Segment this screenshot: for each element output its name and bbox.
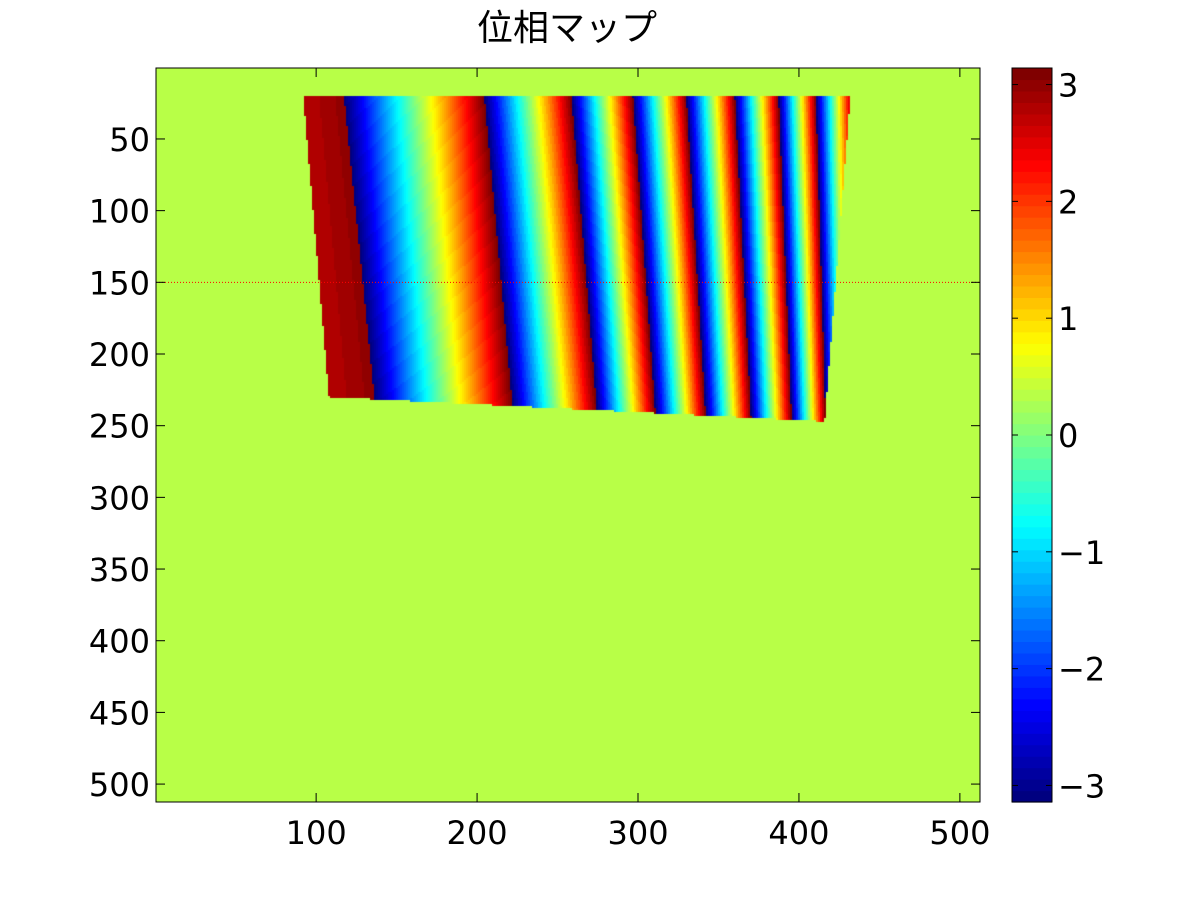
- y-tick-label: 350: [89, 551, 150, 589]
- colorbar-segment: [1012, 584, 1052, 597]
- colorbar-tick-label: 3: [1058, 67, 1078, 105]
- colorbar-segment: [1012, 595, 1052, 608]
- colorbar-segment: [1012, 354, 1052, 367]
- colorbar-segment: [1012, 561, 1052, 574]
- colorbar-segment: [1012, 790, 1052, 803]
- colorbar-segment: [1012, 171, 1052, 184]
- colorbar-segment: [1012, 687, 1052, 700]
- colorbar-segment: [1012, 68, 1052, 81]
- colorbar-segment: [1012, 515, 1052, 528]
- colorbar-segment: [1012, 779, 1052, 792]
- x-tick-label: 300: [607, 814, 668, 852]
- colorbar-segment: [1012, 744, 1052, 757]
- colorbar-segment: [1012, 492, 1052, 505]
- colorbar-segment: [1012, 572, 1052, 585]
- colorbar-segment: [1012, 767, 1052, 780]
- y-tick-label: 200: [89, 336, 150, 374]
- colorbar-segment: [1012, 457, 1052, 471]
- colorbar-segment: [1012, 526, 1052, 539]
- colorbar-segment: [1012, 423, 1052, 436]
- colorbar-segment: [1012, 262, 1052, 276]
- colorbar-segment: [1012, 641, 1052, 654]
- colorbar-segment: [1012, 710, 1052, 723]
- y-tick-label: 150: [89, 264, 150, 302]
- colorbar-segment: [1012, 320, 1052, 333]
- y-tick-label: 500: [89, 766, 150, 804]
- x-tick-label: 100: [286, 814, 347, 852]
- chart-title: 位相マップ: [477, 8, 657, 49]
- colorbar-segment: [1012, 675, 1052, 688]
- y-tick-label: 400: [89, 623, 150, 661]
- colorbar-segment: [1012, 79, 1052, 92]
- colorbar-segment: [1012, 538, 1052, 551]
- y-tick-label: 250: [89, 408, 150, 446]
- colorbar-segment: [1012, 549, 1052, 562]
- colorbar-tick-label: −1: [1058, 534, 1105, 572]
- colorbar-segment: [1012, 721, 1052, 734]
- colorbar-segment: [1012, 446, 1052, 459]
- colorbar-tick-label: 0: [1058, 417, 1078, 455]
- colorbar-segment: [1012, 251, 1052, 264]
- colorbar-segment: [1012, 629, 1052, 643]
- heatmap-image: [156, 68, 980, 802]
- colorbar-segment: [1012, 664, 1052, 677]
- colorbar-segment: [1012, 194, 1052, 207]
- colorbar-segment: [1012, 148, 1052, 161]
- colorbar-segment: [1012, 652, 1052, 665]
- colorbar-segment: [1012, 182, 1052, 195]
- plot-area: 100 200 300 400 500 50 100 150 200 250 300 350 400 45…: [89, 67, 990, 852]
- colorbar-segment: [1012, 480, 1052, 493]
- colorbar-segment: [1012, 228, 1052, 241]
- colorbar-segment: [1012, 618, 1052, 631]
- colorbar-segment: [1012, 285, 1052, 298]
- x-tick-label: 400: [768, 814, 829, 852]
- colorbar-segment: [1012, 297, 1052, 310]
- colorbar-segment: [1012, 113, 1052, 126]
- colorbar-tick-label: −3: [1058, 767, 1105, 805]
- colorbar-segment: [1012, 503, 1052, 516]
- colorbar-segment: [1012, 698, 1052, 711]
- colorbar-segment: [1012, 274, 1052, 287]
- colorbar-segment: [1012, 412, 1052, 425]
- plot-frame: [155, 67, 981, 803]
- colorbar-segment: [1012, 136, 1052, 149]
- y-tick-label: 100: [89, 193, 150, 231]
- colorbar-segment: [1012, 90, 1052, 104]
- colorbar-segment: [1012, 377, 1052, 390]
- colorbar-segment: [1012, 469, 1052, 482]
- colorbar-segment: [1012, 607, 1052, 620]
- y-tick-label: 300: [89, 479, 150, 517]
- colorbar-segment: [1012, 217, 1052, 230]
- colorbar-tick-label: 1: [1058, 300, 1078, 338]
- colorbar-tick-label: 2: [1058, 183, 1078, 221]
- colorbar-segment: [1012, 343, 1052, 356]
- colorbar-segment: [1012, 756, 1052, 769]
- colorbar-segment: [1012, 205, 1052, 218]
- colorbar-segment: [1012, 400, 1052, 413]
- colorbar-segment: [1012, 389, 1052, 402]
- x-tick-label: 200: [447, 814, 508, 852]
- y-tick-label: 450: [89, 694, 150, 732]
- x-tick-label: 500: [929, 814, 990, 852]
- colorbar-segment: [1012, 733, 1052, 746]
- colorbar: −3 −2 −1 0 1 2 3: [1011, 67, 1105, 805]
- colorbar-segment: [1012, 159, 1052, 172]
- colorbar-tick-label: −2: [1058, 651, 1105, 689]
- colorbar-segment: [1012, 125, 1052, 138]
- colorbar-segment: [1012, 366, 1052, 379]
- colorbar-segment: [1012, 102, 1052, 115]
- colorbar-segment: [1012, 331, 1052, 344]
- colorbar-segment: [1012, 240, 1052, 253]
- colorbar-segment: [1012, 308, 1052, 321]
- colorbar-segment: [1012, 435, 1052, 448]
- y-tick-label: 50: [109, 121, 150, 159]
